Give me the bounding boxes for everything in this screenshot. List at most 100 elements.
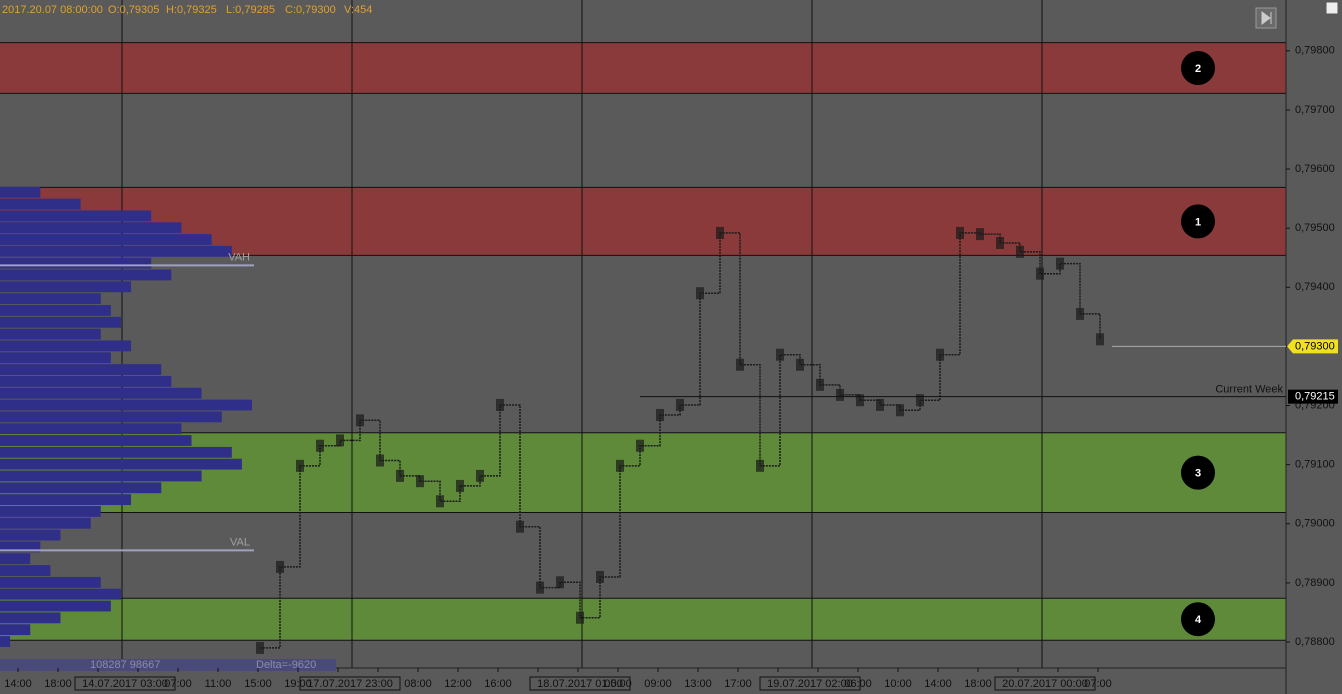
price-tick [516,520,524,533]
date-label: 17.07.2017 23:00 [307,678,393,690]
y-tick-label: 0,79500 [1295,222,1335,234]
y-tick-label: 0,78900 [1295,577,1335,589]
y-tick-label: 0,79700 [1295,104,1335,116]
header: 2017.20.07 08:00:00 O:0,79305 H:0,79325 … [2,4,372,16]
x-tick-label: 14:00 [4,678,32,690]
profile-bar [0,541,41,553]
price-tick [456,479,464,492]
price-tick [636,439,644,452]
y-tick-label: 0,79600 [1295,163,1335,175]
maximize-button[interactable] [1325,1,1339,15]
zone-badge [1181,204,1215,239]
profile-bar [0,281,132,293]
profile-bar [0,340,132,352]
profile-bar [0,222,182,234]
profile-bar [0,375,172,387]
price-tick [676,398,684,411]
profile-bar [0,328,101,340]
profile-bar [0,293,101,305]
x-tick-label: 15:00 [244,678,272,690]
price-tick [256,641,264,654]
price-tick [816,378,824,391]
price-tick [1076,307,1084,320]
x-tick-label: 05:00 [604,678,632,690]
profile-bar [0,257,152,269]
profile-bar [0,446,232,458]
x-tick-label: 10:00 [884,678,912,690]
y-tick-label: 0,78800 [1295,636,1335,648]
zone-number: 4 [1195,614,1202,626]
header-high: H:0,79325 [166,4,217,16]
profile-bar [0,198,81,210]
zone-number: 3 [1195,468,1201,480]
x-tick-label: 12:00 [444,678,472,690]
profile-bar [0,529,61,541]
date-label-box [529,676,631,691]
price-tick [336,434,344,447]
profile-bar [0,316,121,328]
price-tick [296,459,304,472]
price-tick [956,226,964,239]
header-date: 2017.20.07 08:00:00 [2,4,103,16]
profile-bar [0,565,51,576]
profile-bar [0,517,91,529]
zone [0,598,1286,641]
price-tick [856,394,864,407]
date-label-box [994,676,1096,691]
price-tick [416,475,424,488]
profile-bar [0,624,31,636]
profile-bar [0,494,132,506]
price-tick [356,414,364,427]
profile-bar [0,387,202,399]
current-week-label: 0,79215 [1295,391,1335,403]
price-tick [896,404,904,417]
profile-bar [0,553,31,565]
profile-bar [0,269,172,281]
price-tick [776,348,784,361]
current-price-label: 0,79300 [1295,340,1335,352]
x-tick-label: 08:00 [404,678,432,690]
x-tick-label: 19:00 [284,678,312,690]
profile-bar [0,470,202,482]
price-tick [876,398,884,411]
price-tick [656,408,664,421]
price-tick [496,398,504,411]
current-week-badge [1288,389,1338,404]
x-tick-label: 16:00 [484,678,512,690]
profile-delta: Delta=-9620 [256,659,316,671]
profile-bar [0,588,121,600]
date-label: 18.07.2017 01:00 [537,678,623,690]
x-tick-label: 07:00 [164,678,192,690]
price-tick [436,495,444,508]
zone [0,187,1286,256]
price-tick [276,560,284,573]
y-tick-label: 0,79100 [1295,459,1335,471]
price-tick [996,236,1004,249]
price-tick [596,570,604,583]
price-tick [936,348,944,361]
price-tick [1096,333,1104,346]
profile-bar [0,399,252,411]
zone-badge [1181,50,1215,85]
value-area-low-label: VAL [230,536,250,548]
price-tick [316,439,324,452]
value-area-high-label: VAH [228,251,250,263]
price-tick [396,469,404,482]
price-tick [1036,267,1044,280]
price-tick [1016,245,1024,258]
date-label-box [74,676,176,691]
header-close: C:0,79300 [285,4,336,16]
price-tick [916,394,924,407]
y-tick-label: 0,79000 [1295,518,1335,530]
x-tick-label: 11:00 [205,678,232,690]
x-tick-label: 09:00 [644,678,672,690]
x-tick-label: 06:00 [844,678,872,690]
profile-bar [0,506,101,517]
price-tick [536,581,544,594]
profile-bar [0,186,41,198]
profile-bar [0,576,101,588]
date-label: 19.07.2017 02:00 [767,678,853,690]
x-tick-label: 13:00 [684,678,712,690]
zone-number: 1 [1195,216,1201,228]
